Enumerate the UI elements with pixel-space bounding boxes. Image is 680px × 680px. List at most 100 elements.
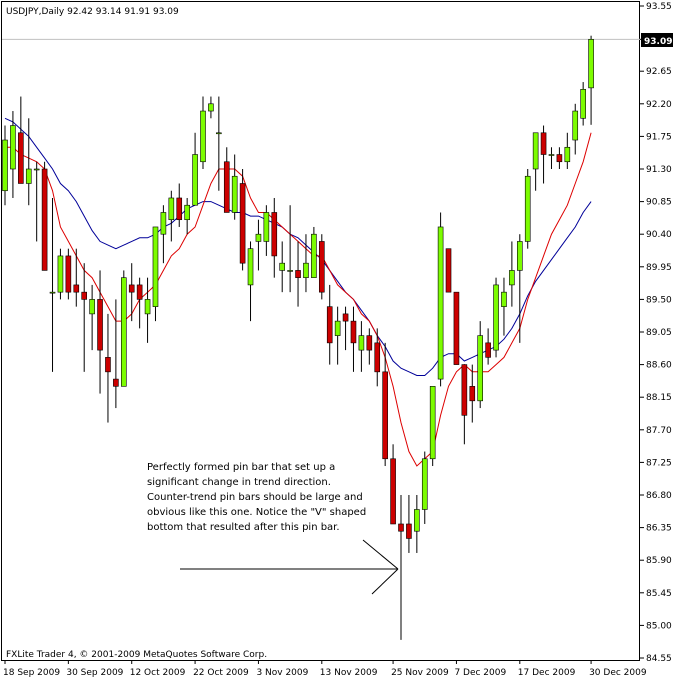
- bearish-candle-body: [176, 197, 183, 221]
- plot-frame: [1, 1, 640, 661]
- candle: [469, 364, 476, 423]
- bullish-candle-body: [25, 168, 32, 184]
- candle: [216, 96, 222, 191]
- candle: [493, 277, 499, 358]
- bullish-candle-body: [231, 175, 238, 213]
- y-tick-label: 89.95: [646, 263, 672, 273]
- candle: [136, 277, 143, 329]
- bullish-candle-body: [192, 154, 198, 206]
- candle: [160, 205, 167, 264]
- bearish-candle-body: [342, 313, 349, 322]
- candle: [18, 96, 24, 184]
- bullish-candle-body: [121, 277, 127, 387]
- candle: [25, 118, 32, 206]
- x-tick-label: 18 Sep 2009: [3, 668, 60, 678]
- bearish-candle-body: [326, 306, 333, 344]
- bearish-candle-body: [469, 386, 476, 402]
- x-tick-label: 22 Oct 2009: [193, 668, 249, 678]
- last-price-tag: 93.09: [644, 37, 672, 47]
- candle: [208, 96, 214, 119]
- x-tick-label: 13 Nov 2009: [320, 668, 378, 678]
- candle-layer: [2, 35, 594, 640]
- candle: [33, 161, 40, 242]
- y-tick-label: 89.50: [646, 295, 672, 305]
- bullish-candle-body: [247, 248, 254, 286]
- candle: [414, 495, 420, 553]
- y-tick-label: 88.60: [646, 361, 672, 371]
- bullish-candle-body: [477, 335, 484, 402]
- y-tick-label: 86.80: [646, 491, 672, 501]
- x-tick-label: 17 Dec 2009: [518, 668, 576, 678]
- candle: [334, 306, 341, 365]
- bearish-candle-body: [390, 458, 396, 525]
- arrow-annotation: [180, 539, 399, 595]
- candle: [358, 321, 365, 372]
- candle: [485, 328, 491, 365]
- bearish-candle-body: [398, 523, 404, 532]
- y-tick-label: 90.85: [646, 198, 672, 208]
- y-tick-label: 87.70: [646, 426, 672, 436]
- bullish-candle-body: [287, 270, 293, 272]
- bullish-candle-body: [414, 509, 420, 532]
- candle: [580, 82, 586, 126]
- candle: [532, 132, 539, 191]
- y-tick-label: 89.05: [646, 328, 672, 338]
- bullish-candle-body: [263, 212, 270, 242]
- bullish-candle-body: [10, 125, 16, 170]
- y-tick-label: 91.75: [646, 132, 672, 142]
- y-tick-label: 90.40: [646, 230, 672, 240]
- candle: [342, 306, 349, 351]
- bullish-candle-body: [303, 262, 309, 278]
- candle: [548, 147, 555, 169]
- x-axis: 18 Sep 2009 30 Sep 2009 12 Oct 2009 22 Oct …: [3, 660, 647, 678]
- candle: [588, 35, 594, 125]
- bullish-candle-body: [501, 291, 507, 307]
- candle: [509, 241, 515, 307]
- y-tick-label: 85.45: [646, 589, 672, 599]
- y-tick-label: 87.25: [646, 458, 672, 468]
- annotation-line: Counter-trend pin bars should be large a…: [147, 492, 363, 503]
- candle: [41, 161, 48, 271]
- candle: [121, 270, 127, 387]
- candle: [105, 313, 111, 423]
- candle: [318, 234, 325, 300]
- bullish-candle-body: [216, 132, 222, 135]
- candle: [192, 132, 198, 206]
- bearish-candle-body: [65, 255, 72, 293]
- candle: [382, 342, 388, 467]
- bullish-candle-body: [279, 262, 286, 271]
- x-tick-label: 30 Dec 2009: [589, 668, 647, 678]
- candle: [176, 183, 183, 227]
- bullish-candle-body: [57, 255, 64, 293]
- candle: [200, 96, 206, 169]
- bearish-candle-body: [461, 364, 468, 416]
- candle: [398, 495, 404, 640]
- candle: [374, 328, 381, 387]
- bullish-candle-body: [437, 226, 444, 380]
- bullish-candle-body: [564, 146, 571, 163]
- bullish-candle-body: [152, 226, 159, 307]
- bearish-candle-body: [113, 378, 119, 387]
- bearish-candle-body: [556, 154, 563, 163]
- candle: [57, 248, 64, 300]
- annotation-line: bottom that resulted after this pin bar.: [147, 522, 340, 533]
- bullish-candle-body: [168, 197, 175, 221]
- candle: [572, 103, 579, 155]
- candle: [311, 226, 317, 278]
- bearish-candle-body: [81, 291, 87, 300]
- candle: [271, 197, 278, 278]
- candle: [453, 291, 460, 365]
- candle: [501, 277, 507, 336]
- bearish-candle-body: [18, 132, 24, 184]
- candle: [81, 263, 87, 372]
- bullish-candle-body: [532, 132, 539, 170]
- last-price-tag-box: [641, 33, 673, 47]
- bearish-candle-body: [453, 291, 460, 365]
- bearish-candle-body: [374, 342, 381, 373]
- y-tick-label: 93.55: [646, 2, 672, 12]
- fast-moving-average-line: [5, 132, 592, 467]
- annotation-line: obvious like this one. Notice the "V" sh…: [147, 507, 366, 518]
- candle: [461, 364, 468, 445]
- bullish-candle-body: [311, 233, 317, 278]
